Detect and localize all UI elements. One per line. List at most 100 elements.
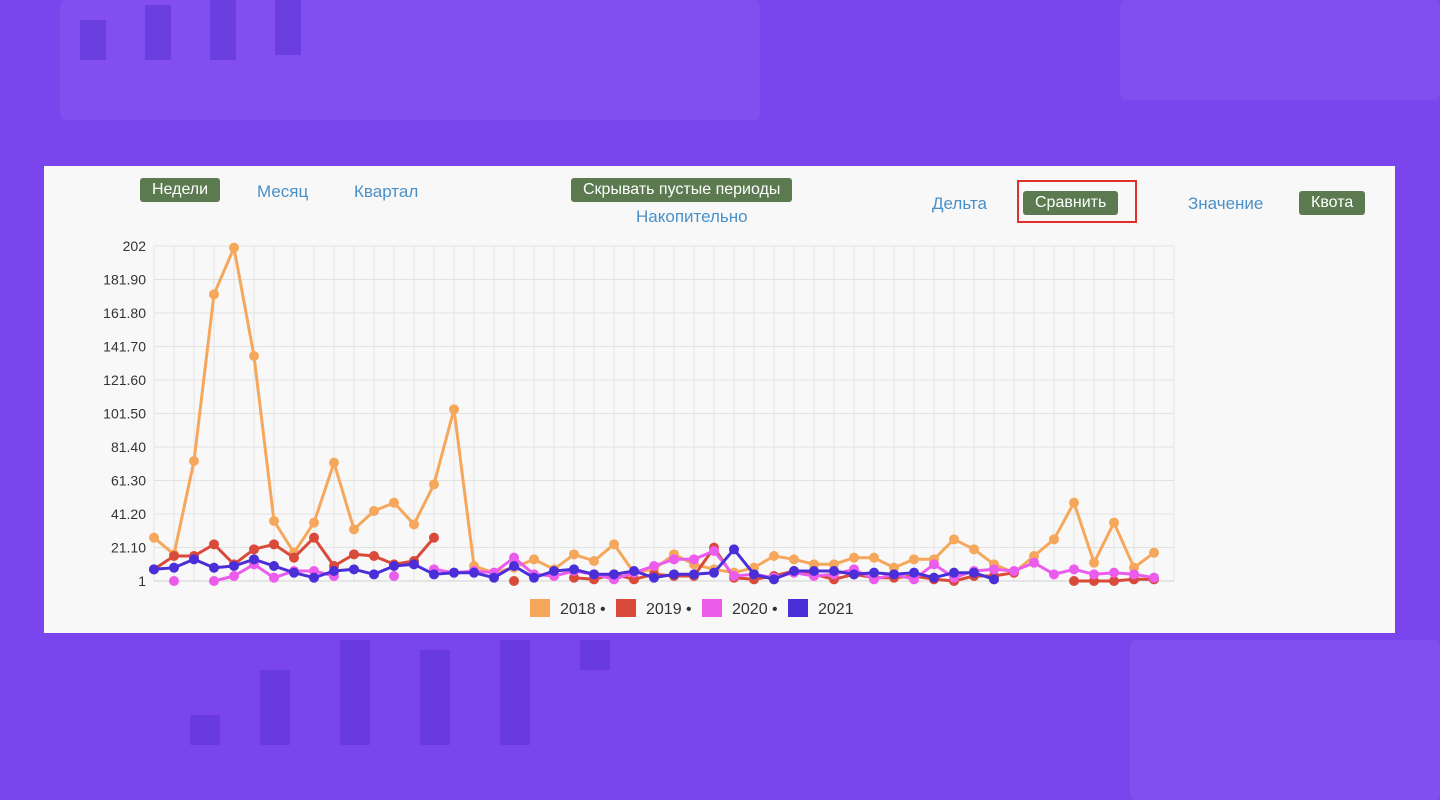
y-tick-label: 1: [138, 573, 146, 589]
data-point-2018: [609, 539, 619, 550]
legend-label-2019: 2019 •: [646, 601, 692, 618]
data-point-2021: [989, 574, 999, 585]
data-point-2020: [389, 571, 399, 581]
hide-empty-periods-button[interactable]: Скрывать пустые периоды: [571, 178, 793, 202]
compare-highlight: [1017, 180, 1137, 223]
data-point-2021: [529, 572, 539, 583]
data-point-2019: [269, 539, 279, 550]
data-point-2018: [309, 517, 319, 528]
data-point-2019: [349, 549, 359, 560]
chart-panel: Недели Месяц Квартал Скрывать пустые пер…: [44, 166, 1395, 633]
data-point-2021: [289, 567, 299, 578]
data-point-2019: [429, 532, 439, 543]
data-point-2020: [269, 572, 279, 583]
data-point-2021: [869, 567, 879, 578]
data-point-2018: [849, 552, 859, 563]
data-point-2020: [929, 559, 939, 570]
y-tick-label: 81.40: [111, 439, 146, 455]
data-point-2021: [549, 566, 559, 576]
data-point-2021: [169, 562, 179, 573]
data-point-2021: [809, 566, 819, 576]
data-point-2020: [709, 546, 719, 556]
legend-swatch-2021: [788, 599, 808, 617]
data-point-2018: [909, 554, 919, 565]
data-point-2021: [349, 564, 359, 575]
data-point-2018: [789, 554, 799, 565]
delta-link[interactable]: Дельта: [932, 194, 987, 213]
data-point-2018: [1089, 557, 1099, 568]
data-point-2021: [689, 569, 699, 580]
y-tick-label: 141.70: [103, 339, 146, 355]
data-point-2019: [309, 532, 319, 543]
data-point-2021: [929, 572, 939, 583]
data-point-2018: [869, 552, 879, 563]
data-point-2020: [1109, 567, 1119, 578]
data-point-2018: [769, 551, 779, 561]
data-point-2021: [309, 572, 319, 583]
data-point-2021: [949, 567, 959, 578]
data-point-2021: [589, 569, 599, 580]
data-point-2021: [669, 569, 679, 580]
data-point-2021: [909, 567, 919, 578]
data-point-2020: [1009, 566, 1019, 576]
quarter-link[interactable]: Квартал: [354, 182, 419, 201]
data-point-2018: [269, 516, 279, 526]
data-point-2018: [189, 456, 199, 466]
data-point-2021: [469, 567, 479, 578]
y-tick-label: 181.90: [103, 272, 146, 288]
data-point-2020: [1149, 572, 1159, 583]
data-point-2020: [1089, 569, 1099, 580]
cumulative-link[interactable]: Накопительно: [636, 207, 748, 226]
data-point-2018: [249, 351, 259, 361]
data-point-2018: [449, 404, 459, 415]
data-point-2019: [169, 551, 179, 561]
data-point-2021: [649, 572, 659, 583]
data-point-2021: [969, 567, 979, 578]
data-point-2019: [249, 544, 259, 555]
data-point-2021: [209, 562, 219, 573]
y-tick-label: 121.60: [103, 372, 146, 388]
data-point-2021: [709, 567, 719, 578]
data-point-2018: [569, 549, 579, 560]
data-point-2020: [989, 564, 999, 575]
data-point-2021: [149, 564, 159, 575]
data-point-2021: [449, 567, 459, 578]
data-point-2020: [509, 552, 519, 563]
data-point-2019: [1109, 576, 1119, 586]
data-point-2021: [789, 566, 799, 576]
data-point-2018: [349, 524, 359, 535]
data-point-2019: [1069, 576, 1079, 586]
data-point-2018: [529, 554, 539, 565]
legend-label-2021: 2021: [818, 601, 854, 618]
data-point-2019: [509, 576, 519, 586]
data-point-2021: [729, 544, 739, 555]
compare-button[interactable]: Сравнить: [1023, 191, 1119, 215]
data-point-2021: [849, 569, 859, 580]
data-point-2021: [889, 569, 899, 580]
data-point-2021: [629, 566, 639, 576]
data-point-2020: [669, 554, 679, 565]
data-point-2020: [729, 571, 739, 581]
data-point-2021: [329, 566, 339, 576]
data-point-2019: [369, 551, 379, 561]
value-link[interactable]: Значение: [1188, 194, 1264, 213]
data-point-2020: [1069, 564, 1079, 575]
data-point-2018: [1109, 517, 1119, 528]
data-point-2021: [269, 561, 279, 571]
legend-swatch-2018: [530, 599, 550, 617]
month-link[interactable]: Месяц: [257, 182, 309, 201]
data-point-2018: [229, 242, 239, 253]
y-tick-label: 61.30: [111, 473, 146, 489]
data-point-2021: [829, 566, 839, 576]
legend-label-2020: 2020 •: [732, 601, 778, 618]
data-point-2021: [229, 561, 239, 571]
data-point-2021: [489, 572, 499, 583]
quota-button[interactable]: Квота: [1299, 191, 1366, 215]
y-tick-label: 41.20: [111, 506, 146, 522]
data-point-2018: [409, 519, 419, 530]
data-point-2018: [949, 534, 959, 545]
data-point-2018: [589, 556, 599, 566]
y-tick-label: 21.10: [111, 540, 146, 556]
data-point-2018: [389, 497, 399, 508]
weeks-button[interactable]: Недели: [140, 178, 221, 202]
